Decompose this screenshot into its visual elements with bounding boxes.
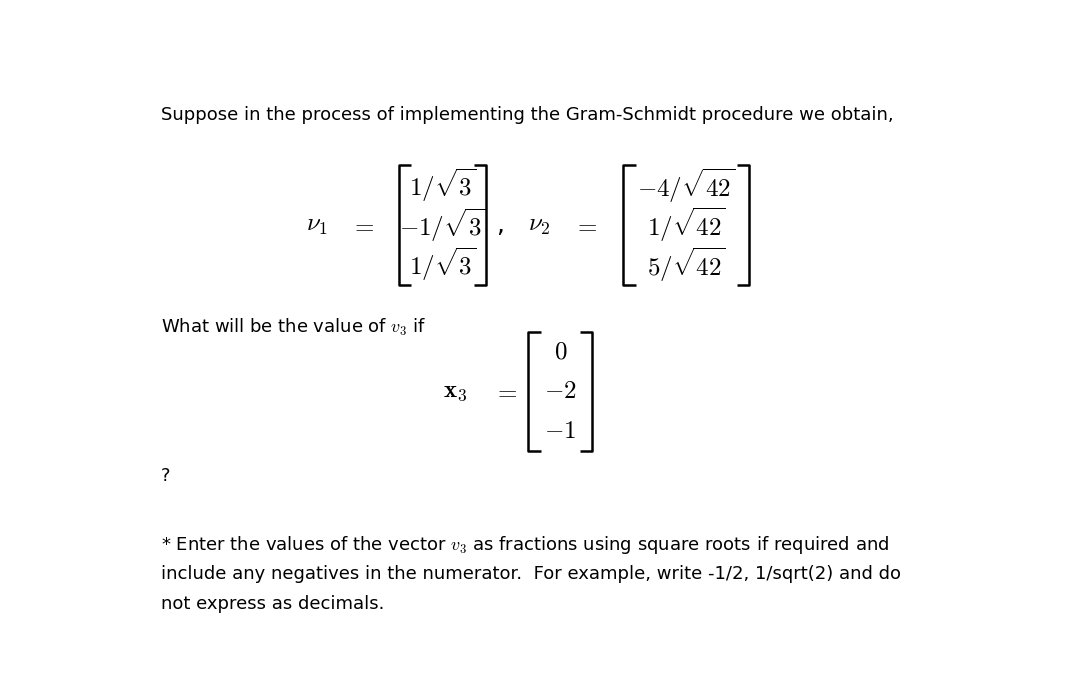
- Text: ,: ,: [496, 213, 503, 237]
- Text: $1/\sqrt{3}$: $1/\sqrt{3}$: [409, 246, 476, 283]
- Text: What will be the value of $v_3$ if: What will be the value of $v_3$ if: [161, 318, 426, 338]
- Text: $5/\sqrt{42}$: $5/\sqrt{42}$: [647, 246, 726, 284]
- Text: not express as decimals.: not express as decimals.: [161, 595, 384, 613]
- Text: $=$: $=$: [350, 213, 375, 237]
- Text: $\nu_1$: $\nu_1$: [306, 213, 328, 237]
- Text: ?: ?: [161, 467, 170, 485]
- Text: Suppose in the process of implementing the Gram-Schmidt procedure we obtain,: Suppose in the process of implementing t…: [161, 106, 893, 124]
- Text: $\nu_2$: $\nu_2$: [528, 213, 550, 237]
- Text: $\mathbf{x}_3$: $\mathbf{x}_3$: [443, 379, 468, 403]
- Text: include any negatives in the numerator.  For example, write -1/2, 1/sqrt(2) and : include any negatives in the numerator. …: [161, 565, 901, 582]
- Text: $0$: $0$: [553, 340, 567, 364]
- Text: $1/\sqrt{42}$: $1/\sqrt{42}$: [647, 206, 726, 244]
- Text: $=$: $=$: [494, 379, 518, 403]
- Text: * Enter the values of the vector $v_3$ as fractions using square roots if requir: * Enter the values of the vector $v_3$ a…: [161, 534, 889, 556]
- Text: $-4/\sqrt{42}$: $-4/\sqrt{42}$: [637, 166, 736, 204]
- Text: $1/\sqrt{3}$: $1/\sqrt{3}$: [409, 167, 476, 204]
- Text: $-2$: $-2$: [544, 379, 576, 403]
- Text: $=$: $=$: [573, 213, 598, 237]
- Text: $-1/\sqrt{3}$: $-1/\sqrt{3}$: [399, 206, 486, 244]
- Text: $-1$: $-1$: [545, 419, 576, 443]
